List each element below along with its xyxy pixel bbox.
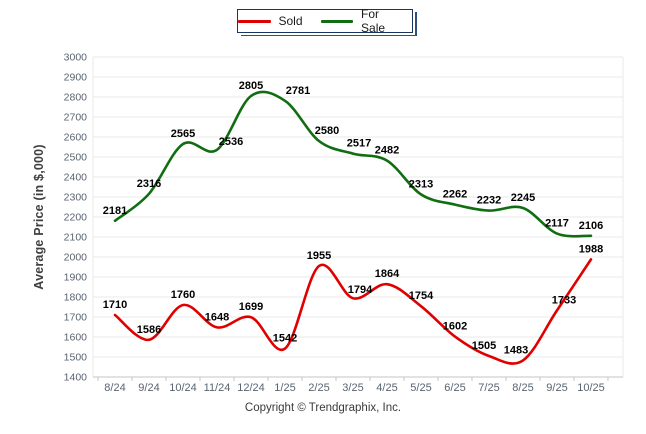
x-tick-labels: 8/24 9/24 10/24 11/24 12/24 1/25 2/25 3/25 4/25 5… (104, 382, 604, 394)
svg-text:2106: 2106 (579, 220, 603, 232)
svg-text:1988: 1988 (579, 243, 603, 255)
svg-text:2313: 2313 (409, 178, 433, 190)
svg-text:1733: 1733 (552, 294, 576, 306)
svg-text:2316: 2316 (137, 178, 161, 190)
svg-text:9/24: 9/24 (138, 382, 159, 394)
svg-text:5/25: 5/25 (410, 382, 431, 394)
svg-text:1710: 1710 (103, 299, 127, 311)
data-labels-for-sale: 2181 2316 2565 2536 2805 2781 2580 2517 2482 2313… (103, 80, 603, 232)
svg-text:2800: 2800 (64, 92, 88, 104)
svg-text:1/25: 1/25 (274, 382, 295, 394)
svg-text:8/25: 8/25 (512, 382, 533, 394)
svg-text:1648: 1648 (205, 311, 229, 323)
svg-text:10/25: 10/25 (577, 382, 605, 394)
svg-text:2482: 2482 (375, 145, 399, 157)
legend-sold-label: Sold (278, 14, 303, 28)
axes (92, 57, 624, 381)
svg-text:1864: 1864 (375, 268, 400, 280)
svg-text:1955: 1955 (307, 250, 331, 262)
copyright-text: Copyright © Trendgraphix, Inc. (244, 402, 402, 414)
svg-text:9/25: 9/25 (546, 382, 567, 394)
svg-text:1900: 1900 (64, 272, 88, 284)
svg-text:2181: 2181 (103, 205, 127, 217)
svg-text:1700: 1700 (64, 312, 88, 324)
svg-text:2100: 2100 (64, 232, 88, 244)
svg-text:2000: 2000 (64, 252, 88, 264)
svg-text:1794: 1794 (348, 284, 373, 296)
svg-text:2117: 2117 (545, 218, 569, 230)
svg-text:7/25: 7/25 (478, 382, 499, 394)
svg-text:8/24: 8/24 (104, 382, 125, 394)
svg-text:1586: 1586 (137, 324, 161, 336)
svg-text:4/25: 4/25 (376, 382, 397, 394)
svg-text:2900: 2900 (64, 72, 88, 84)
svg-text:1699: 1699 (239, 301, 263, 313)
svg-text:2500: 2500 (64, 152, 88, 164)
svg-text:2805: 2805 (239, 80, 263, 92)
for-sale-line-swatch (320, 19, 354, 23)
svg-text:1600: 1600 (64, 332, 88, 344)
svg-text:1483: 1483 (504, 344, 528, 356)
svg-text:1760: 1760 (171, 289, 195, 301)
svg-text:1602: 1602 (443, 321, 467, 333)
svg-text:1800: 1800 (64, 292, 88, 304)
series-line-for-sale (113, 90, 593, 238)
svg-text:10/24: 10/24 (169, 382, 197, 394)
svg-text:2232: 2232 (477, 195, 501, 207)
svg-text:2517: 2517 (347, 138, 371, 150)
svg-text:1500: 1500 (64, 352, 88, 364)
svg-text:2/25: 2/25 (308, 382, 329, 394)
svg-text:2300: 2300 (64, 192, 88, 204)
svg-text:2262: 2262 (443, 189, 467, 201)
svg-text:2700: 2700 (64, 112, 88, 124)
svg-text:2400: 2400 (64, 172, 88, 184)
svg-text:2580: 2580 (315, 125, 339, 137)
sold-line-swatch (238, 19, 271, 23)
svg-text:1542: 1542 (273, 333, 297, 345)
svg-text:12/24: 12/24 (237, 382, 265, 394)
svg-text:2200: 2200 (64, 212, 88, 224)
svg-text:11/24: 11/24 (204, 382, 231, 394)
svg-text:2536: 2536 (219, 136, 243, 148)
legend-for-sale-label: For Sale (361, 7, 386, 35)
svg-text:6/25: 6/25 (444, 382, 465, 394)
svg-text:2781: 2781 (286, 85, 310, 97)
svg-text:1400: 1400 (64, 372, 88, 384)
svg-text:3/25: 3/25 (342, 382, 363, 394)
svg-text:1754: 1754 (409, 290, 434, 302)
svg-text:2245: 2245 (511, 192, 535, 204)
svg-text:3000: 3000 (64, 52, 88, 64)
legend: Sold For Sale (237, 7, 413, 35)
series-line-sold (113, 258, 593, 365)
svg-text:2565: 2565 (171, 128, 195, 140)
svg-text:2600: 2600 (64, 132, 88, 144)
svg-text:1505: 1505 (472, 340, 496, 352)
y-tick-labels: 1400 1500 1600 1700 1800 1900 2000 2100 2200 2300… (64, 52, 88, 384)
